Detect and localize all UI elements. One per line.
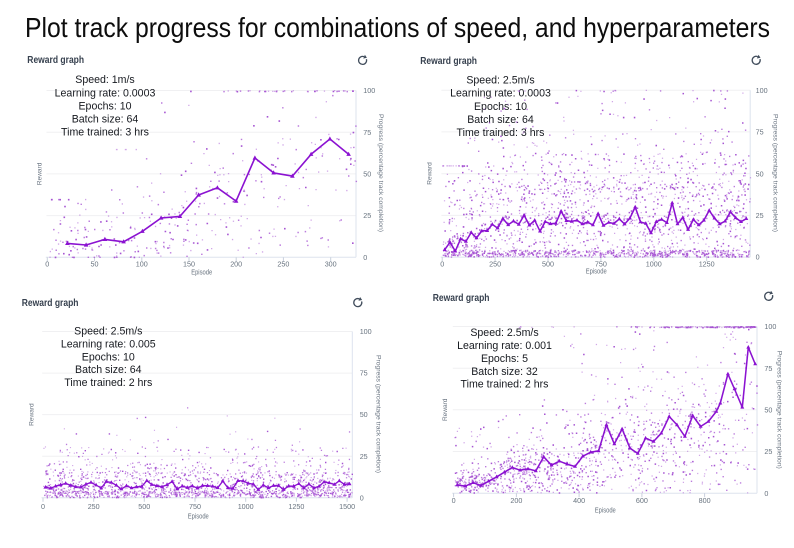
svg-text:Epochs: 5: Epochs: 5	[481, 353, 528, 365]
svg-text:Speed: 2.5m/s: Speed: 2.5m/s	[466, 75, 534, 87]
svg-text:500: 500	[542, 259, 554, 268]
svg-text:25: 25	[764, 447, 772, 456]
svg-text:250: 250	[277, 260, 289, 269]
svg-text:Episode: Episode	[595, 508, 616, 515]
svg-text:100: 100	[360, 327, 372, 336]
svg-text:Reward graph: Reward graph	[27, 55, 84, 66]
svg-text:1500: 1500	[339, 502, 355, 511]
svg-text:100: 100	[756, 86, 768, 95]
svg-text:0: 0	[363, 253, 367, 262]
svg-text:Batch size: 32: Batch size: 32	[471, 366, 538, 378]
svg-text:1000: 1000	[238, 502, 254, 511]
svg-text:0: 0	[360, 493, 364, 502]
svg-text:150: 150	[183, 260, 195, 269]
svg-text:Episode: Episode	[188, 513, 209, 520]
svg-text:200: 200	[510, 496, 522, 505]
svg-text:Time trained: 3 hrs: Time trained: 3 hrs	[457, 127, 545, 139]
svg-text:300: 300	[325, 260, 337, 269]
svg-text:0: 0	[440, 259, 444, 268]
svg-text:0: 0	[45, 260, 49, 269]
svg-text:100: 100	[764, 322, 776, 331]
svg-text:200: 200	[230, 260, 242, 269]
svg-text:Reward: Reward	[427, 162, 434, 185]
svg-text:Reward: Reward	[442, 398, 449, 421]
svg-text:Epochs: 10: Epochs: 10	[474, 101, 527, 113]
svg-text:Batch size: 64: Batch size: 64	[75, 364, 142, 376]
svg-text:Batch size: 64: Batch size: 64	[72, 114, 139, 126]
svg-text:250: 250	[88, 502, 100, 511]
svg-text:Speed: 1m/s: Speed: 1m/s	[75, 74, 134, 86]
svg-text:500: 500	[138, 502, 150, 511]
svg-text:Learning rate: 0.0003: Learning rate: 0.0003	[55, 87, 156, 99]
svg-text:Reward graph: Reward graph	[433, 293, 490, 304]
svg-text:75: 75	[756, 128, 764, 137]
svg-text:Progress (percentage track com: Progress (percentage track completion)	[374, 355, 381, 473]
svg-text:75: 75	[360, 369, 368, 378]
svg-text:0: 0	[756, 253, 760, 262]
svg-text:Episode: Episode	[586, 268, 607, 275]
svg-text:25: 25	[756, 211, 764, 220]
svg-text:250: 250	[489, 259, 501, 268]
svg-text:50: 50	[363, 170, 371, 179]
svg-text:Epochs: 10: Epochs: 10	[82, 351, 135, 363]
svg-text:25: 25	[360, 452, 368, 461]
svg-text:Speed: 2.5m/s: Speed: 2.5m/s	[74, 326, 142, 338]
svg-text:100: 100	[136, 260, 148, 269]
svg-text:75: 75	[764, 364, 772, 373]
svg-text:400: 400	[573, 496, 585, 505]
svg-text:1250: 1250	[288, 502, 304, 511]
svg-text:0: 0	[764, 489, 768, 498]
svg-text:50: 50	[764, 405, 772, 414]
svg-text:Time trained: 2 hrs: Time trained: 2 hrs	[461, 379, 549, 391]
svg-text:Progress (percentage track com: Progress (percentage track completion)	[776, 351, 783, 469]
svg-text:50: 50	[360, 410, 368, 419]
svg-text:750: 750	[189, 502, 201, 511]
svg-text:50: 50	[756, 169, 764, 178]
svg-text:50: 50	[91, 260, 99, 269]
svg-text:Reward: Reward	[29, 403, 36, 426]
svg-text:Speed: 2.5m/s: Speed: 2.5m/s	[470, 327, 538, 339]
svg-text:Time trained: 2 hrs: Time trained: 2 hrs	[64, 377, 152, 389]
svg-text:800: 800	[699, 496, 711, 505]
svg-text:25: 25	[363, 211, 371, 220]
svg-text:1000: 1000	[646, 259, 662, 268]
svg-text:Epochs: 10: Epochs: 10	[78, 100, 131, 112]
svg-text:0: 0	[41, 502, 45, 511]
svg-text:Learning rate: 0.001: Learning rate: 0.001	[457, 340, 552, 352]
svg-text:0: 0	[452, 496, 456, 505]
svg-text:600: 600	[636, 496, 648, 505]
svg-text:Progress (percentage track com: Progress (percentage track completion)	[377, 114, 384, 232]
svg-text:Episode: Episode	[191, 269, 212, 276]
svg-text:Plot track progress for combin: Plot track progress for combinations of …	[25, 12, 770, 43]
svg-text:750: 750	[595, 259, 607, 268]
svg-text:Reward graph: Reward graph	[22, 298, 79, 309]
svg-text:Time trained: 3 hrs: Time trained: 3 hrs	[61, 127, 149, 139]
svg-text:Reward graph: Reward graph	[420, 56, 477, 67]
svg-text:Progress (percentage track com: Progress (percentage track completion)	[772, 114, 779, 232]
svg-text:100: 100	[363, 86, 375, 95]
svg-text:1250: 1250	[699, 259, 715, 268]
svg-text:Learning rate: 0.005: Learning rate: 0.005	[61, 338, 156, 350]
svg-text:Batch size: 64: Batch size: 64	[467, 114, 534, 126]
svg-text:Reward: Reward	[37, 162, 44, 185]
svg-text:Learning rate: 0.0003: Learning rate: 0.0003	[450, 88, 551, 100]
svg-text:75: 75	[363, 128, 371, 137]
